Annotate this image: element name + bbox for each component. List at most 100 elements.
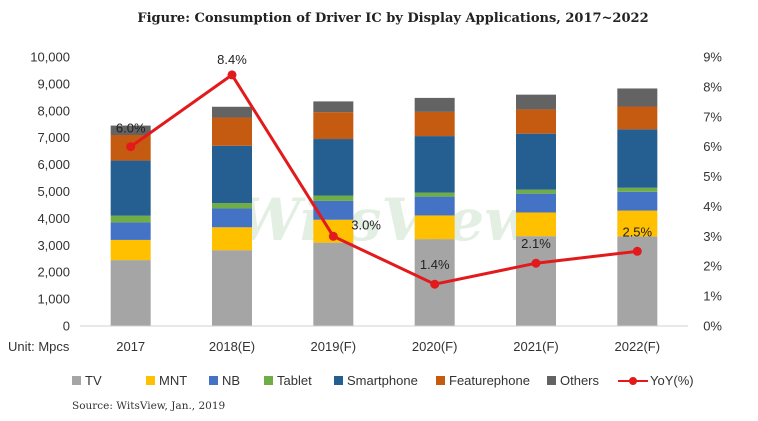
bars-layer <box>110 88 658 326</box>
bar-segment-featurephone <box>516 109 556 134</box>
legend-swatch-tablet <box>264 376 273 385</box>
legend-swatch-nb <box>209 376 218 385</box>
bar-segment-tv <box>313 242 354 326</box>
bar-segment-tablet <box>212 203 252 209</box>
y-tick-label: 7,000 <box>37 130 70 145</box>
bar-segment-mnt <box>110 239 151 261</box>
axes-layer: 0 1,000 2,000 3,000 4,000 5,000 6,000 7,000 8,00… <box>30 50 722 355</box>
bar-segment-mnt <box>516 212 556 237</box>
y2-tick-label: 2% <box>703 259 722 274</box>
bar-segment-mnt <box>414 215 455 240</box>
bar-segment-tablet <box>110 215 151 223</box>
bar-segment-others <box>414 97 455 112</box>
bar-segment-others <box>212 106 252 118</box>
y2-tick-label: 0% <box>703 319 722 334</box>
bar-segment-smartphone <box>617 129 658 188</box>
yoy-data-label: 1.4% <box>420 257 450 272</box>
yoy-point <box>126 142 136 152</box>
y-tick-label: 9,000 <box>37 76 70 91</box>
bar-segment-nb <box>313 200 354 220</box>
legend-swatch-featurephone <box>436 376 445 385</box>
legend-label: Smartphone <box>347 373 418 388</box>
y2-tick-label: 6% <box>703 139 722 154</box>
yoy-point <box>531 258 541 268</box>
bar-segment-tv <box>212 250 252 326</box>
bar-segment-featurephone <box>212 117 252 146</box>
legend-swatch-others <box>547 376 556 385</box>
y-tick-label: 1,000 <box>37 292 70 307</box>
bar-segment-tablet <box>516 189 556 194</box>
y2-tick-label: 9% <box>703 50 722 65</box>
watermark: WitsView <box>236 186 537 254</box>
bar-segment-nb <box>414 196 455 216</box>
y-tick-label: 4,000 <box>37 211 70 226</box>
chart-title: Figure: Consumption of Driver IC by Disp… <box>137 11 648 26</box>
y-tick-label: 8,000 <box>37 103 70 118</box>
yoy-data-label: 2.5% <box>622 224 652 239</box>
y-tick-label: 3,000 <box>37 238 70 253</box>
yoy-line <box>129 73 638 286</box>
y-tick-label: 10,000 <box>30 50 70 65</box>
legend: TV MNT NB Tablet Smartphone Featurephone Other… <box>72 373 694 388</box>
legend-swatch-smartphone <box>334 376 343 385</box>
y2-tick-label: 7% <box>703 109 722 124</box>
y-tick-label: 6,000 <box>37 157 70 172</box>
bar-segment-smartphone <box>516 133 556 190</box>
x-tick-label: 2022(F) <box>615 339 661 354</box>
bar-segment-featurephone <box>617 106 658 130</box>
yoy-line-layer: 6.0% 8.4% 3.0% 1.4% 2.1% 2.5% <box>116 52 653 289</box>
bar-segment-nb <box>617 191 658 211</box>
bar-segment-smartphone <box>414 136 455 193</box>
yoy-point <box>328 231 338 241</box>
y2-tick-label: 5% <box>703 169 722 184</box>
bar-segment-mnt <box>313 219 354 243</box>
bar-segment-tablet <box>617 187 658 192</box>
yoy-data-label: 3.0% <box>351 217 381 232</box>
legend-swatch-tv <box>72 376 81 385</box>
bar-segment-others <box>110 125 151 136</box>
yoy-data-label: 8.4% <box>217 52 247 67</box>
y-tick-label: 2,000 <box>37 265 70 280</box>
x-tick-label: 2018(E) <box>209 339 255 354</box>
legend-label: NB <box>222 373 240 388</box>
bar-segment-others <box>617 88 658 107</box>
legend-label: Tablet <box>277 373 312 388</box>
y-tick-label: 5,000 <box>37 184 70 199</box>
x-tick-label: 2017 <box>116 339 145 354</box>
yoy-point <box>227 70 237 80</box>
y2-tick-label: 3% <box>703 229 722 244</box>
legend-label: MNT <box>159 373 187 388</box>
x-tick-label: 2019(F) <box>311 339 357 354</box>
bar-segment-mnt <box>212 227 252 251</box>
bar-segment-nb <box>516 193 556 213</box>
y2-tick-label: 1% <box>703 289 722 304</box>
bar-segment-tablet <box>414 192 455 197</box>
x-tick-label: 2020(F) <box>412 339 458 354</box>
legend-label: YoY(%) <box>650 373 694 388</box>
legend-label: Others <box>560 373 600 388</box>
bar-segment-others <box>516 94 556 110</box>
yoy-data-label: 6.0% <box>116 121 146 136</box>
bar-segment-featurephone <box>414 111 455 137</box>
bar-segment-tv <box>110 260 151 326</box>
source-note: Source: WitsView, Jan., 2019 <box>72 400 225 412</box>
bar-segment-mnt <box>617 210 658 237</box>
x-tick-label: 2021(F) <box>513 339 559 354</box>
bar-segment-smartphone <box>313 139 354 196</box>
y2-tick-label: 4% <box>703 199 722 214</box>
bar-segment-smartphone <box>110 160 151 216</box>
bar-segment-smartphone <box>212 145 252 204</box>
bar-segment-featurephone <box>313 112 354 140</box>
legend-label: TV <box>85 373 102 388</box>
bar-segment-tv <box>516 236 556 326</box>
unit-label: Unit: Mpcs <box>8 339 70 354</box>
legend-swatch-mnt <box>146 376 155 385</box>
yoy-point <box>430 279 440 289</box>
legend-swatch-yoy-marker <box>629 377 637 385</box>
bar-segment-tablet <box>313 195 354 201</box>
yoy-data-label: 2.1% <box>521 236 551 251</box>
bar-segment-others <box>313 101 354 113</box>
yoy-point <box>632 246 642 256</box>
bar-segment-nb <box>212 208 252 228</box>
